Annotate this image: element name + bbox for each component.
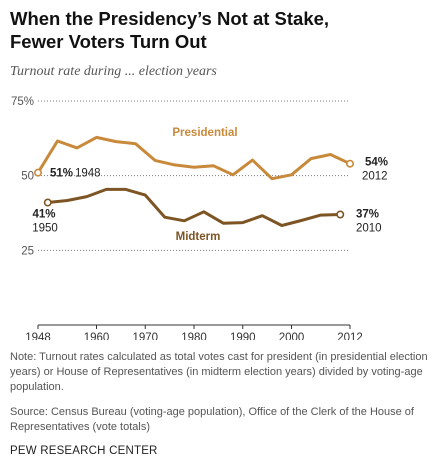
- chart-source: Source: Census Bureau (voting-age popula…: [10, 406, 414, 433]
- annotation-presidential-end-value: 54%: [365, 157, 388, 169]
- turnout-line-chart: 75% 50 25 1948 1960 1970 1980 1990 2000 2012 Presi…: [11, 96, 388, 340]
- series-label-presidential: Presidential: [172, 127, 237, 139]
- x-tick-label: 1980: [181, 332, 207, 340]
- series-endpoint-marker: [33, 168, 42, 177]
- x-tick-label: 2012: [337, 332, 363, 340]
- annotation-presidential-start-value: 51%: [50, 168, 73, 180]
- annotation-midterm-start-year: 1950: [32, 223, 58, 235]
- annotation-presidential-end-year: 2012: [362, 171, 388, 183]
- org-footer: PEW RESEARCH CENTER: [10, 445, 158, 457]
- annotation-midterm-end-year: 2010: [356, 222, 382, 234]
- y-tick-label: 75%: [11, 96, 34, 108]
- chart-subtitle: Turnout rate during ... election years: [10, 64, 217, 79]
- series-line-midterm: [46, 187, 342, 227]
- annotation-presidential-start-year: 1948: [75, 168, 101, 180]
- y-tick-label: 50: [21, 171, 34, 183]
- chart-title-line1: When the Presidency’s Not at Stake,: [10, 8, 330, 29]
- series-endpoint-marker: [43, 198, 52, 207]
- x-tick-label: 2000: [279, 332, 305, 340]
- chart-title-line2: Fewer Voters Turn Out: [10, 31, 207, 52]
- chart-note: Note: Turnout rates calculated as total …: [10, 351, 428, 393]
- series-endpoint-marker: [336, 210, 345, 219]
- annotation-midterm-end-value: 37%: [356, 208, 379, 220]
- series-label-midterm: Midterm: [176, 231, 221, 243]
- chart-title: When the Presidency’s Not at Stake, Fewe…: [10, 7, 435, 53]
- y-tick-label: 25: [21, 245, 34, 257]
- x-tick-label: 1948: [25, 332, 51, 340]
- series-line-presidential: [36, 135, 352, 181]
- annotation-midterm-start-value: 41%: [32, 209, 55, 221]
- x-tick-label: 1990: [230, 332, 256, 340]
- x-tick-label: 1960: [84, 332, 110, 340]
- x-tick-label: 1970: [132, 332, 158, 340]
- series-endpoint-marker: [345, 159, 354, 168]
